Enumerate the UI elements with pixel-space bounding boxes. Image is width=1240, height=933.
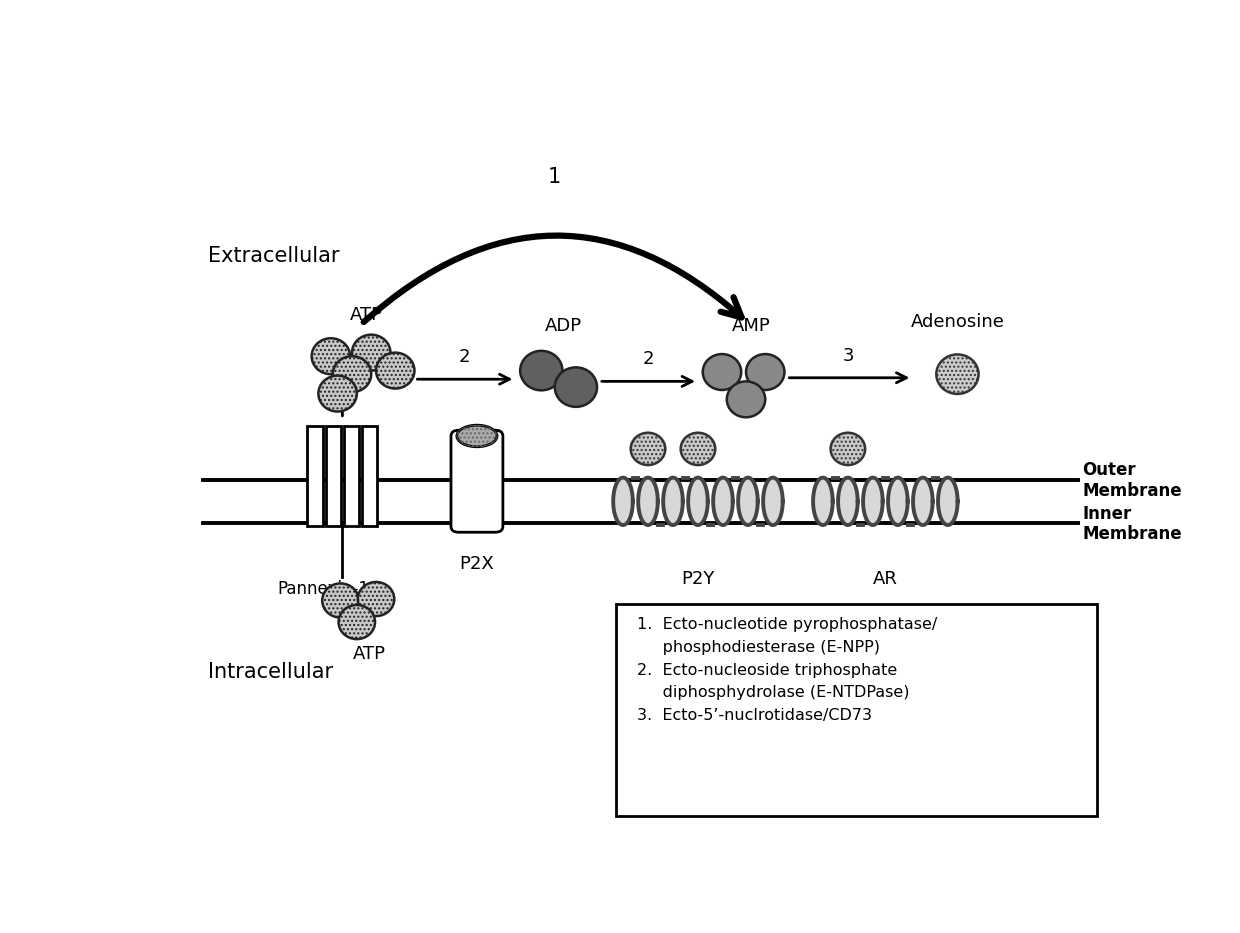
Text: Intracellular: Intracellular xyxy=(208,662,334,682)
Polygon shape xyxy=(863,478,883,525)
Bar xyxy=(616,604,1096,816)
Text: 2: 2 xyxy=(459,348,470,367)
Polygon shape xyxy=(688,478,708,525)
Text: AR: AR xyxy=(873,569,898,588)
Polygon shape xyxy=(738,478,758,525)
Polygon shape xyxy=(937,478,957,525)
Bar xyxy=(308,425,322,526)
Text: 1.  Ecto-nucleotide pyrophosphatase/
     phosphodiesterase (E-NPP)
2.  Ecto-nuc: 1. Ecto-nucleotide pyrophosphatase/ phos… xyxy=(637,617,937,723)
Text: 3: 3 xyxy=(843,347,854,365)
Ellipse shape xyxy=(936,355,978,394)
Ellipse shape xyxy=(358,582,394,616)
Ellipse shape xyxy=(456,425,497,447)
Polygon shape xyxy=(813,478,833,525)
Ellipse shape xyxy=(703,354,742,390)
Polygon shape xyxy=(763,478,782,525)
Text: Inner: Inner xyxy=(1083,506,1132,523)
Polygon shape xyxy=(838,478,858,525)
Bar xyxy=(326,425,341,526)
Ellipse shape xyxy=(746,354,785,390)
Text: AMP: AMP xyxy=(732,316,770,335)
Text: 1: 1 xyxy=(547,167,560,187)
Text: Extracellular: Extracellular xyxy=(208,245,340,266)
Polygon shape xyxy=(888,478,908,525)
Polygon shape xyxy=(639,478,657,525)
Text: Membrane: Membrane xyxy=(1083,525,1182,543)
Ellipse shape xyxy=(554,368,598,407)
FancyBboxPatch shape xyxy=(451,430,503,532)
Text: P2Y: P2Y xyxy=(681,569,714,588)
Polygon shape xyxy=(913,478,932,525)
Bar xyxy=(362,425,377,526)
Text: 2: 2 xyxy=(642,351,653,369)
Text: Adenosine: Adenosine xyxy=(910,313,1004,331)
Polygon shape xyxy=(663,478,683,525)
Ellipse shape xyxy=(631,433,666,465)
Ellipse shape xyxy=(339,605,374,639)
Ellipse shape xyxy=(727,382,765,417)
Ellipse shape xyxy=(681,433,715,465)
Text: ATP: ATP xyxy=(350,306,383,324)
Ellipse shape xyxy=(332,356,371,392)
Text: P2X: P2X xyxy=(460,555,495,573)
Ellipse shape xyxy=(376,353,414,388)
Ellipse shape xyxy=(311,339,350,374)
Polygon shape xyxy=(713,478,733,525)
Polygon shape xyxy=(614,478,632,525)
Text: Membrane: Membrane xyxy=(1083,482,1182,500)
Text: Outer: Outer xyxy=(1083,461,1136,479)
Text: Pannexin-1: Pannexin-1 xyxy=(278,580,370,598)
Ellipse shape xyxy=(520,351,563,390)
Bar xyxy=(343,425,360,526)
Ellipse shape xyxy=(352,335,391,370)
Ellipse shape xyxy=(319,376,357,411)
Ellipse shape xyxy=(322,583,358,618)
Text: ATP: ATP xyxy=(353,645,386,663)
Text: ADP: ADP xyxy=(544,316,582,335)
Ellipse shape xyxy=(831,433,866,465)
